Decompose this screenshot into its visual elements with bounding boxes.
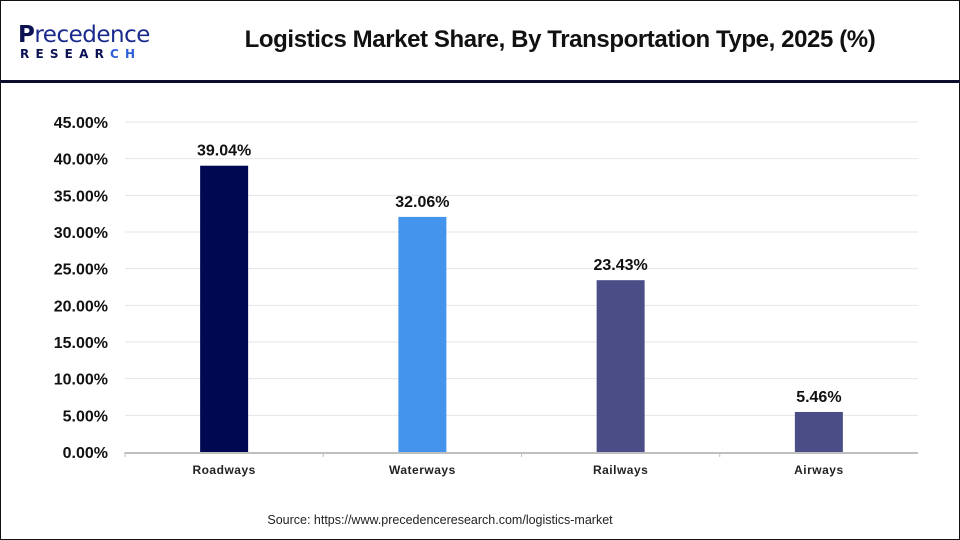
bar-railways	[596, 280, 645, 452]
logo-subtitle: RESEARCH	[20, 47, 141, 61]
y-tick-label: 45.00%	[54, 115, 108, 132]
y-tick-label: 30.00%	[54, 225, 108, 242]
gridlines	[125, 121, 918, 416]
x-tick-label: Railways	[593, 463, 648, 477]
data-label-waterways: 32.06%	[395, 194, 449, 211]
source-note: Source: https://www.precedenceresearch.c…	[267, 513, 613, 527]
y-tick-label: 15.00%	[54, 335, 108, 352]
chart-title: Logistics Market Share, By Transportatio…	[244, 26, 876, 53]
x-tick-label: Airways	[794, 463, 844, 477]
y-tick-label: 35.00%	[54, 188, 108, 205]
y-axis: 0.00% 5.00% 10.00% 15.00% 20.00% 25.00% 30.00%…	[54, 115, 108, 462]
data-labels: 39.04% 32.06% 23.43% 5.46%	[197, 143, 842, 406]
y-tick-label: 20.00%	[54, 298, 108, 315]
data-label-airways: 5.46%	[796, 389, 841, 406]
precedence-research-logo: Precedence RESEARCH	[18, 22, 158, 62]
y-tick-label: 0.00%	[63, 445, 108, 462]
y-tick-label: 40.00%	[54, 152, 108, 169]
logo-subtitle-accent: CH	[110, 47, 142, 61]
header: Precedence RESEARCH Logistics Market Sha…	[0, 0, 960, 80]
y-tick-label: 25.00%	[54, 262, 108, 279]
data-label-roadways: 39.04%	[197, 143, 251, 160]
header-divider	[0, 80, 960, 83]
logo-wordmark: Precedence	[18, 22, 150, 48]
bar-waterways	[398, 216, 447, 452]
bar-airways	[794, 411, 843, 452]
bars	[200, 165, 843, 452]
y-tick-label: 5.00%	[63, 408, 108, 425]
x-tick-label: Waterways	[389, 463, 456, 477]
logo-letter-p: P	[18, 22, 35, 48]
logo-subtitle-main: RESEAR	[20, 47, 111, 61]
x-tick-label: Roadways	[192, 463, 255, 477]
data-label-railways: 23.43%	[593, 257, 647, 274]
x-axis: Roadways Waterways Railways Airways	[124, 452, 918, 477]
bar-roadways	[200, 165, 249, 452]
logo-wordmark-rest: recedence	[34, 22, 150, 48]
y-tick-label: 10.00%	[54, 372, 108, 389]
